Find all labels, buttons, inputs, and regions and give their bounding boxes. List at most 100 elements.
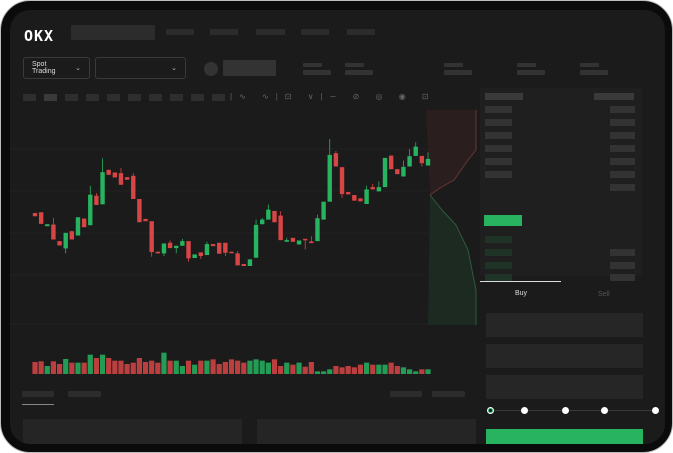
okx-logo[interactable]: OKX xyxy=(24,27,55,45)
search-bar[interactable] xyxy=(71,25,155,40)
ask-price xyxy=(485,106,512,113)
timeframe-button[interactable] xyxy=(23,94,36,101)
slider-step-100[interactable] xyxy=(652,407,659,414)
volume-bar xyxy=(179,366,185,374)
candle-body xyxy=(167,242,173,249)
candle-body xyxy=(88,194,93,226)
candle-body xyxy=(364,189,369,204)
nav-item[interactable] xyxy=(256,29,285,35)
nav-item[interactable] xyxy=(301,29,329,35)
slider-track[interactable] xyxy=(490,410,656,411)
candle-body xyxy=(106,169,111,175)
candle-body xyxy=(186,241,191,259)
volume-bar xyxy=(314,371,321,374)
tab-buy[interactable]: Buy xyxy=(515,290,528,297)
volume-bar xyxy=(363,362,370,374)
orders-panel xyxy=(23,419,242,444)
volume-bar xyxy=(198,360,204,374)
candle-body xyxy=(143,218,148,222)
volume-bar xyxy=(118,360,124,374)
tab-open-orders[interactable] xyxy=(22,391,54,397)
filter-button[interactable] xyxy=(432,391,465,397)
candle-body xyxy=(81,218,87,228)
timeframe-button[interactable] xyxy=(191,94,204,101)
timeframe-button[interactable] xyxy=(107,94,120,101)
candle-body xyxy=(204,244,210,256)
volume-bar xyxy=(370,364,376,374)
bid-amount xyxy=(610,262,635,269)
candle-body xyxy=(339,167,345,195)
slider-step-25[interactable] xyxy=(521,407,528,414)
timeframe-button[interactable] xyxy=(44,94,57,101)
nav-item[interactable] xyxy=(210,29,238,35)
stat-label xyxy=(517,63,536,67)
slider-handle[interactable] xyxy=(487,407,494,414)
volume-bar xyxy=(259,360,265,374)
candlestick-chart[interactable] xyxy=(10,10,480,390)
candle-body xyxy=(100,172,105,205)
volume-bar xyxy=(99,354,106,374)
timeframe-button[interactable] xyxy=(128,94,141,101)
candle-body xyxy=(118,173,124,185)
candle-body xyxy=(192,254,197,259)
volume-bar xyxy=(167,360,173,374)
volume-bar xyxy=(333,366,339,374)
candle-body xyxy=(149,221,154,253)
market-type-select[interactable]: Spot Trading ⌄ xyxy=(23,57,90,79)
ask-amount xyxy=(610,158,635,165)
trading-screen: OKX Spot Trading⌄ ⌄ |∿ ∿|⊡ ∨|∼ ⊘ ◎ ◉ ⊡ ▤… xyxy=(10,10,665,444)
candle-body xyxy=(217,242,222,254)
tab-order-history[interactable] xyxy=(68,391,101,397)
active-tab-underline xyxy=(22,404,54,405)
buy-button[interactable] xyxy=(486,429,643,444)
candle-body xyxy=(272,210,277,223)
candle-body xyxy=(38,212,44,224)
candle-body xyxy=(284,240,289,242)
slider-step-75[interactable] xyxy=(601,407,608,414)
filter-button[interactable] xyxy=(390,391,422,397)
slider-step-50[interactable] xyxy=(562,407,569,414)
candle-body xyxy=(131,175,136,200)
volume-bar xyxy=(192,364,198,374)
orderbook-header-price xyxy=(485,93,523,100)
volume-bar xyxy=(351,367,357,374)
stat-label xyxy=(444,63,463,67)
timeframe-button[interactable] xyxy=(86,94,99,101)
timeframe-button[interactable] xyxy=(170,94,183,101)
total-input[interactable] xyxy=(486,375,643,399)
candle-body xyxy=(309,241,314,244)
volume-bar xyxy=(247,360,253,374)
tab-sell[interactable]: Sell xyxy=(598,291,610,298)
candle-body xyxy=(241,264,246,266)
timeframe-button[interactable] xyxy=(65,94,78,101)
volume-bar xyxy=(106,358,112,374)
candle-body xyxy=(370,187,375,190)
price-input[interactable] xyxy=(486,313,643,337)
depth-bids-area xyxy=(428,195,476,325)
volume-bar xyxy=(425,369,431,374)
volume-bar xyxy=(290,364,296,374)
volume-bar xyxy=(406,369,413,374)
timeframe-button[interactable] xyxy=(149,94,162,101)
assets-panel xyxy=(257,419,476,444)
volume-bar xyxy=(339,367,345,374)
nav-item[interactable] xyxy=(166,29,194,35)
candle-body xyxy=(69,231,75,240)
bid-price xyxy=(485,236,512,243)
candle-body xyxy=(302,238,308,241)
volume-bar xyxy=(228,359,235,374)
timeframe-button[interactable] xyxy=(212,94,225,101)
volume-bar xyxy=(388,362,394,374)
candle-body xyxy=(235,253,240,266)
volume-bar xyxy=(413,371,419,374)
volume-bar xyxy=(308,362,314,374)
amount-input[interactable] xyxy=(486,344,643,368)
pair-select[interactable]: ⌄ xyxy=(95,57,186,79)
ask-amount xyxy=(610,132,635,139)
volume-bar xyxy=(142,362,149,374)
chart-drawing-tools[interactable]: |∿ ∿|⊡ ∨|∼ ⊘ ◎ ◉ ⊡ xyxy=(230,92,436,101)
volume-bar xyxy=(241,362,247,374)
nav-item[interactable] xyxy=(347,29,375,35)
ask-amount xyxy=(610,106,635,113)
